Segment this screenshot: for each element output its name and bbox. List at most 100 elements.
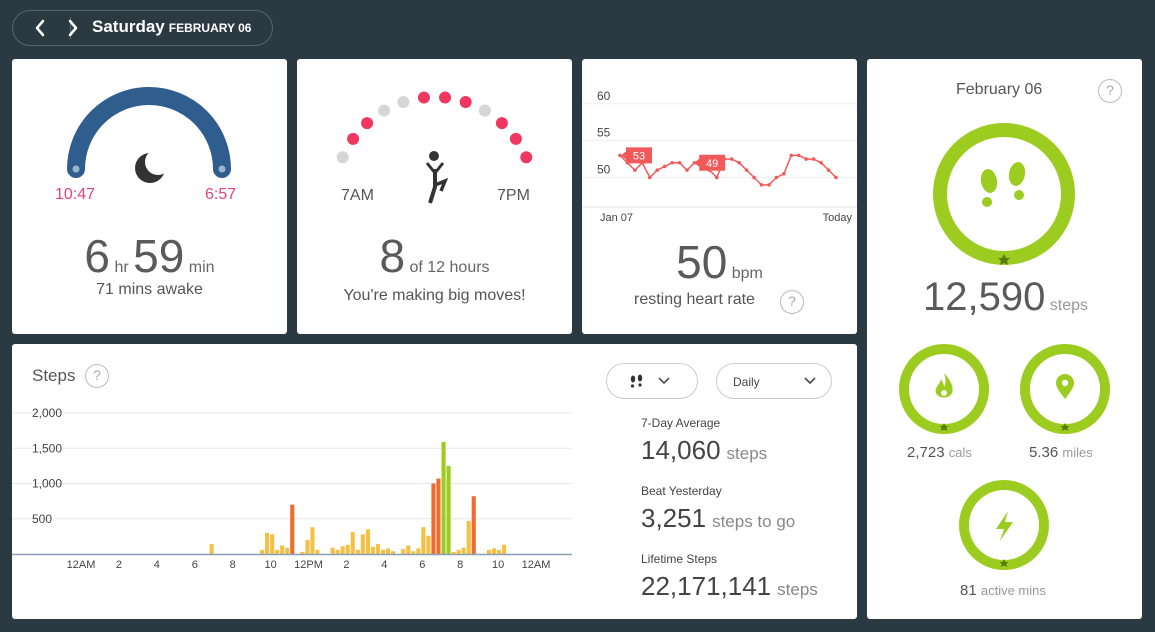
heart-rate-point xyxy=(677,160,682,165)
hour-dot xyxy=(417,91,430,104)
steps-bar xyxy=(270,534,275,554)
heart-rate-point xyxy=(819,160,823,165)
sleep-hours: 6 xyxy=(84,230,111,282)
steps-bar xyxy=(446,465,451,554)
steps-bar xyxy=(355,549,360,554)
active-minutes-value: 81 xyxy=(960,582,977,599)
steps-bar xyxy=(340,546,345,554)
steps-x-tick: 8 xyxy=(457,559,463,571)
steps-x-tick: 12PM xyxy=(294,559,323,571)
steps-ring[interactable] xyxy=(931,121,1077,267)
calories-value: 2,723 xyxy=(907,444,945,461)
moon-icon xyxy=(135,149,171,183)
steps-bar xyxy=(305,539,310,554)
steps-bar xyxy=(411,551,416,554)
steps-x-tick: 12AM xyxy=(522,559,551,571)
day-name: Saturday xyxy=(92,17,165,36)
next-day-button[interactable] xyxy=(59,11,87,45)
summary-help-icon[interactable]: ? xyxy=(1098,79,1122,103)
active-minutes-ring[interactable] xyxy=(956,477,1052,573)
heart-rate-card[interactable]: 60 55 50 53 49 Jan 07 Today 50 bpm resting hea… xyxy=(582,59,857,334)
calories-unit: cals xyxy=(948,445,972,460)
heart-rate-point xyxy=(789,153,794,158)
steps-x-tick: 4 xyxy=(154,559,160,571)
heart-rate-point xyxy=(618,153,622,158)
heart-help-icon[interactable]: ? xyxy=(780,290,804,314)
steps-bar xyxy=(300,551,305,554)
steps-bar xyxy=(436,478,441,554)
steps-help-icon[interactable]: ? xyxy=(85,364,109,388)
heart-y-tick: 55 xyxy=(597,126,611,140)
heart-rate-point xyxy=(744,168,749,172)
hourly-activity-card[interactable]: 7AM 7PM 8 of 12 hours You're making big … xyxy=(297,59,572,334)
steps-total: 12,590 xyxy=(923,275,1046,319)
stat-label: Beat Yesterday xyxy=(641,484,722,498)
steps-bar xyxy=(486,549,491,554)
heart-rate-point xyxy=(715,175,719,180)
hour-dot xyxy=(397,95,410,108)
heart-rate-point xyxy=(774,175,779,180)
date-navigator: Saturday FEBRUARY 06 xyxy=(12,10,273,46)
heart-min-badge: 49 xyxy=(694,154,726,171)
heart-rate-point xyxy=(759,183,764,187)
heart-x-label: Jan 07 xyxy=(600,212,633,224)
active-minutes-unit: active mins xyxy=(980,583,1046,598)
heart-rate-point xyxy=(670,160,674,165)
steps-bar xyxy=(330,547,335,554)
steps-bar-chart: 2,000 1,500 1,000 500 12AM 2 4 6 8 10 12PM 2 4 6 8 10 12… xyxy=(12,406,572,571)
stat-value: 22,171,141 steps xyxy=(641,571,818,602)
heart-rate-point xyxy=(662,164,667,169)
heart-rate-point xyxy=(752,175,756,180)
sleep-arc xyxy=(67,87,231,183)
day-date: FEBRUARY 06 xyxy=(168,21,252,35)
heart-rate-point xyxy=(826,168,831,172)
hour-dot xyxy=(459,95,472,108)
steps-bar xyxy=(335,549,340,554)
steps-bar xyxy=(456,549,461,554)
page-title: Saturday FEBRUARY 06 xyxy=(92,17,251,37)
steps-bar xyxy=(310,527,315,554)
sleep-end-time: 6:57 xyxy=(205,186,237,203)
hour-dot xyxy=(495,117,508,130)
stat-unit: steps xyxy=(726,444,768,463)
location-pin-icon xyxy=(1056,374,1074,399)
period-dropdown[interactable]: Daily xyxy=(716,363,832,399)
previous-day-button[interactable] xyxy=(25,11,57,45)
active-minutes-summary: 81 active mins xyxy=(960,582,1046,599)
distance-ring[interactable] xyxy=(1017,341,1113,437)
hourly-start-label: 7AM xyxy=(341,187,374,204)
calories-ring[interactable] xyxy=(896,341,992,437)
steps-bar xyxy=(265,532,270,554)
steps-bar xyxy=(290,504,295,554)
steps-x-tick: 6 xyxy=(192,559,198,571)
hourly-of-text: of 12 hours xyxy=(409,259,490,276)
sleep-card[interactable]: 10:47 6:57 6 hr 59 min 71 mins awake xyxy=(12,59,287,334)
heart-max-badge-shape xyxy=(621,147,652,164)
sleep-minutes-unit: min xyxy=(188,259,215,276)
heart-rate-point xyxy=(767,183,771,187)
person-icon xyxy=(425,151,455,212)
period-dropdown-label: Daily xyxy=(733,375,760,389)
steps-bar xyxy=(451,551,456,554)
stat-number: 14,060 xyxy=(641,435,721,465)
steps-y-tick: 2,000 xyxy=(32,406,62,420)
steps-bar xyxy=(209,544,214,554)
heart-rate-point xyxy=(804,157,809,161)
hourly-message: You're making big moves! xyxy=(343,287,526,304)
steps-bar xyxy=(350,532,355,554)
heart-y-tick: 60 xyxy=(597,89,611,103)
heart-y-tick: 50 xyxy=(597,163,611,177)
steps-bar xyxy=(315,549,320,554)
steps-bar xyxy=(491,548,496,554)
steps-x-tick: 6 xyxy=(419,559,425,571)
heart-x-label: Today xyxy=(823,212,853,224)
steps-x-tick: 10 xyxy=(264,559,276,571)
hour-dot xyxy=(361,117,374,130)
steps-bar xyxy=(386,548,391,554)
daily-summary-card: February 06 ? 12,590 steps 2,723 cals 5.… xyxy=(867,59,1142,619)
steps-bar xyxy=(365,529,370,554)
hour-dot xyxy=(520,151,533,164)
chevron-left-icon xyxy=(35,19,45,37)
metric-dropdown[interactable] xyxy=(606,363,698,399)
nav-divider xyxy=(70,17,71,39)
